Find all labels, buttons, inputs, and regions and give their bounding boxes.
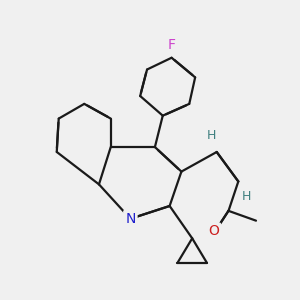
Text: F: F [168, 38, 176, 52]
Text: O: O [208, 224, 219, 239]
Text: N: N [125, 212, 136, 226]
Text: H: H [242, 190, 251, 202]
Text: H: H [207, 129, 217, 142]
